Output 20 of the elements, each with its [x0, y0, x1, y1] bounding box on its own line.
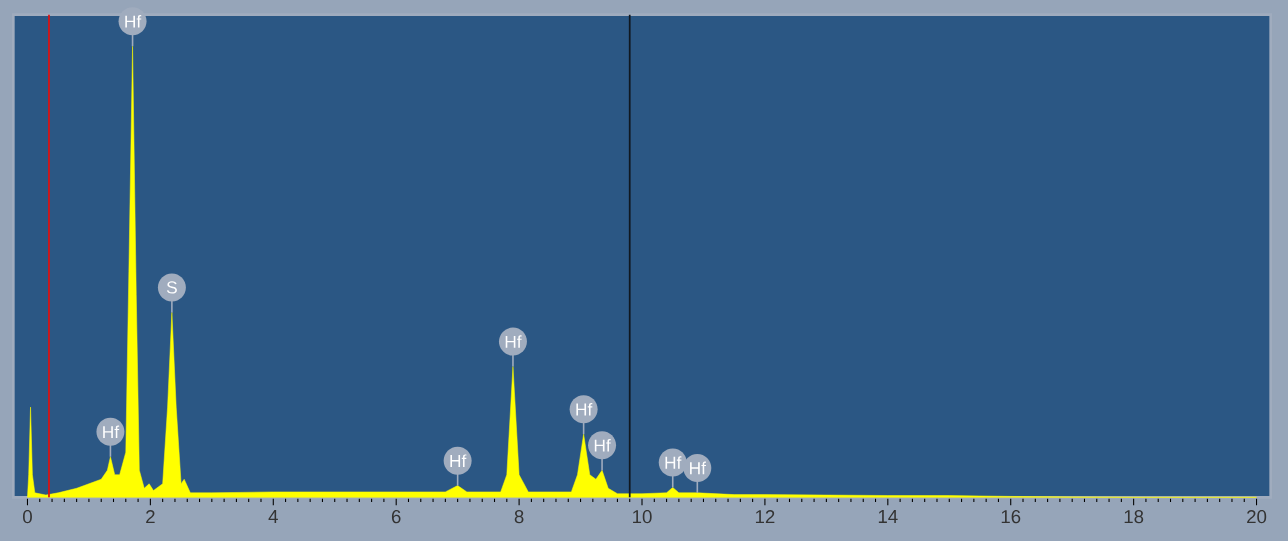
x-tick-label: 20 — [1247, 509, 1267, 524]
x-tick-label: 8 — [514, 509, 524, 524]
annotation: Hf — [594, 438, 611, 452]
annotation: S — [166, 281, 177, 294]
annotation: Hf — [125, 14, 142, 28]
x-tick-label: 2 — [146, 509, 155, 523]
x-tick-label: 16 — [1001, 509, 1021, 524]
annotation: Hf — [576, 402, 593, 416]
x-tick-label: 12 — [755, 509, 775, 523]
x-tick-label: 18 — [1124, 509, 1144, 524]
x-tick-label: 4 — [268, 509, 278, 523]
x-tick-label: 6 — [391, 509, 401, 524]
annotation: Hf — [450, 454, 467, 467]
x-tick-label: 10 — [633, 509, 652, 524]
annotation: Hf — [103, 425, 120, 438]
x-tick-label: 14 — [878, 509, 898, 523]
annotation: Hf — [665, 456, 682, 469]
annotation: Hf — [505, 335, 522, 348]
x-tick-label: 0 — [23, 509, 32, 524]
annotation: Hf — [690, 461, 707, 474]
